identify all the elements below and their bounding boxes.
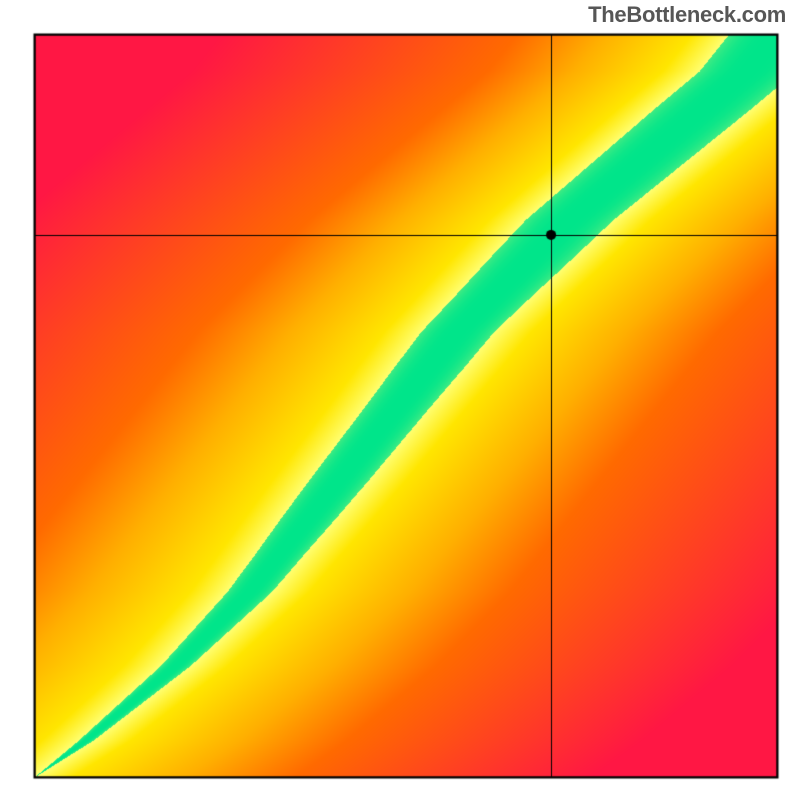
watermark-label: TheBottleneck.com bbox=[588, 2, 786, 28]
heatmap-canvas bbox=[0, 0, 800, 800]
bottleneck-chart: TheBottleneck.com bbox=[0, 0, 800, 800]
